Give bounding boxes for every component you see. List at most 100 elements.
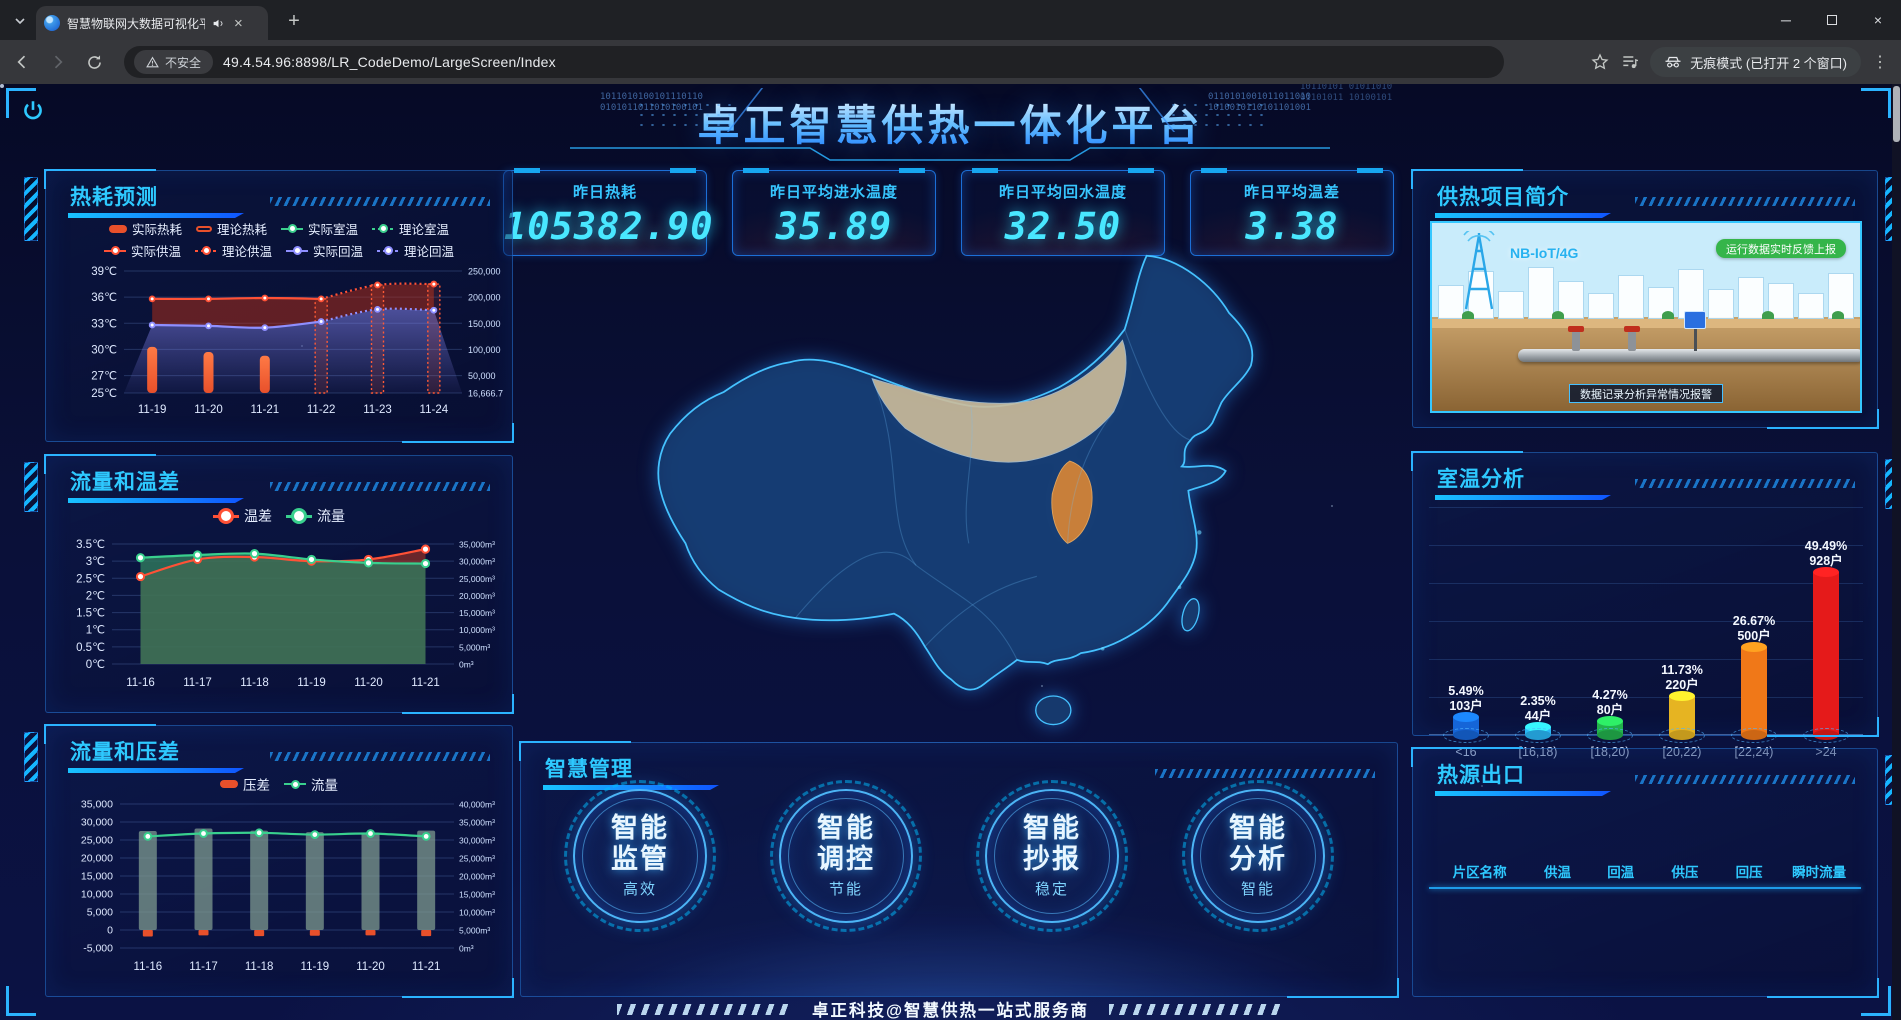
svg-text:11-17: 11-17 [189,961,218,973]
stat-label: 昨日平均温差 [1243,184,1340,201]
legend-item[interactable]: 流量 [284,774,338,794]
column-header[interactable]: 供温 [1543,865,1571,880]
china-map[interactable] [520,236,1400,741]
stat-value: 35.89 [775,205,893,248]
dot-grid-decoration [636,100,732,130]
stat-value: 3.38 [1245,205,1339,248]
tab-audio-speaker-icon[interactable] [212,17,225,30]
svg-text:-5,000: -5,000 [83,943,113,955]
title-underline [1435,213,1611,218]
legend-item[interactable]: 实际热耗 [108,219,182,238]
panel-flow-temp: 流量和温差 温差 流量 3.5℃ 3℃ 2.5℃ 2℃ 1.5℃ 1℃ 0.5℃ 0℃ 35,0… [24,454,514,714]
column-header[interactable]: 片区名称 [1452,865,1507,880]
dashboard: 卓正智慧供热一体化平台 1011010100101110110 01010110… [0,84,1901,1020]
stat-card-temp-diff: 昨日平均温差 3.38 [1190,168,1394,256]
legend-item[interactable]: 压差 [220,774,270,794]
forward-button[interactable] [44,48,72,76]
svg-text:5,000m³: 5,000m³ [459,642,490,652]
room-temp-bar-group[interactable]: 2.35%44户 [16,18) [1503,694,1573,759]
legend-item[interactable]: 实际供温 [103,241,181,260]
frame-corner [1861,88,1891,118]
incognito-badge[interactable]: 无痕模式 (已打开 2 个窗口) [1650,47,1861,77]
svg-text:11-21: 11-21 [411,677,440,689]
svg-text:11-21: 11-21 [412,961,441,973]
panel-title: 热源出口 [1437,764,1525,787]
back-button[interactable] [8,48,36,76]
svg-text:36℃: 36℃ [91,292,117,304]
window-close-button[interactable]: × [1873,12,1883,28]
scrollbar-thumb[interactable] [1893,86,1900,142]
svg-text:33℃: 33℃ [91,318,117,330]
new-tab-button[interactable]: + [288,9,300,32]
legend-item[interactable]: 实际回温 [286,241,363,260]
column-header[interactable]: 供压 [1671,865,1699,880]
smart-mgmt-circle-reading[interactable]: 智能 抄报 稳定 [976,780,1128,932]
back-arrow-icon [17,55,26,69]
svg-text:11-23: 11-23 [363,404,392,416]
svg-text:25,000m³: 25,000m³ [459,574,495,584]
legend-item[interactable]: 温差 [213,506,272,526]
legend-item[interactable]: 流量 [286,506,345,526]
toolbar-right-cluster: 无痕模式 (已打开 2 个窗口) ⋮ [1590,45,1889,79]
svg-text:11-19: 11-19 [301,961,330,973]
address-bar[interactable]: 不安全 49.4.54.96:8898/LR_CodeDemo/LargeScr… [124,46,1504,78]
svg-text:0.5℃: 0.5℃ [76,642,105,654]
svg-text:30,000m³: 30,000m³ [459,557,495,567]
svg-text:5,000: 5,000 [87,907,113,919]
chart-legend-row2: 实际供温 理论供温 实际回温 理论回温 [46,241,512,260]
footer-stripe-decoration [616,1003,792,1015]
legend-item[interactable]: 理论热耗 [195,219,267,238]
project-illustration[interactable]: NB-IoT/4G 运行数据实时反馈上报 数据记录分析异常情况报警 [1430,221,1862,413]
column-header[interactable]: 回温 [1607,865,1635,880]
hatch-decoration [1635,479,1855,488]
bookmark-star-icon[interactable] [1590,52,1610,72]
forward-arrow-icon [54,55,63,69]
media-controls-icon[interactable] [1620,52,1640,72]
svg-text:200,000: 200,000 [468,293,501,303]
panel-smart-mgmt: 智慧管理 智能 监管 高效 智能 调控 节能 智能 抄报 稳定 智能 分析 智能 [519,741,1399,998]
window-maximize-button[interactable] [1809,0,1855,40]
panel-title: 智慧管理 [545,758,633,781]
stat-card-return-temp: 昨日平均回水温度 32.50 [961,168,1165,256]
room-temp-bar-group[interactable]: 4.27%80户 [18,20) [1575,688,1645,759]
legend-item[interactable]: 实际室温 [281,219,358,238]
binary-decoration-corner: 10110101 01011010 01101011 10100101 [1300,84,1393,103]
tab-title: 智慧物联网大数据可视化平 [67,16,205,31]
page-scrollbar[interactable] [1892,84,1901,1020]
browser-menu-button[interactable]: ⋮ [1872,54,1888,71]
panel-title: 热耗预测 [70,186,158,209]
tab-close-button[interactable]: × [234,14,243,32]
legend-item[interactable]: 理论供温 [194,241,272,260]
legend-item[interactable]: 理论回温 [377,241,454,260]
column-header[interactable]: 回压 [1735,865,1763,880]
power-icon[interactable] [20,98,46,129]
svg-text:15,000m³: 15,000m³ [459,890,495,900]
reload-button[interactable] [80,48,108,76]
room-temp-bar-group[interactable]: 5.49%103户 <16 [1431,684,1501,759]
window-minimize-button[interactable]: ─ [1781,12,1791,28]
smart-mgmt-circle-supervision[interactable]: 智能 监管 高效 [564,780,716,932]
stat-value: 32.50 [1004,205,1122,248]
room-temp-bar-group[interactable]: 49.49%928户 >24 [1791,539,1861,759]
security-chip[interactable]: 不安全 [134,50,214,74]
smart-mgmt-circle-analysis[interactable]: 智能 分析 智能 [1182,780,1334,932]
dot-grid-decoration [1168,100,1264,130]
legend-item[interactable]: 理论室温 [372,219,449,238]
column-header[interactable]: 瞬时流量 [1792,865,1847,880]
room-temp-bar-group[interactable]: 26.67%500户 [22,24) [1719,614,1789,759]
not-secure-warning-icon [146,56,159,67]
browser-tab-strip: 智慧物联网大数据可视化平 × + ─ × [0,0,1901,40]
stat-label: 昨日热耗 [572,184,637,201]
tab-list-chevron-button[interactable] [8,9,32,33]
browser-tab-active[interactable]: 智慧物联网大数据可视化平 × [36,6,268,40]
room-temp-bar-group[interactable]: 11.73%220户 [20,22) [1647,663,1717,759]
stat-value: 105382.90 [504,205,714,248]
smart-mgmt-circle-control[interactable]: 智能 调控 节能 [770,780,922,932]
svg-text:0m³: 0m³ [459,660,474,670]
window-controls: ─ × [1763,0,1901,40]
hatch-decoration [270,197,490,206]
meter-device [1684,311,1706,329]
svg-text:15,000m³: 15,000m³ [459,608,495,618]
flow-pressure-chart: 35,000 30,000 25,000 20,000 15,000 10,000 5,00… [81,799,495,974]
